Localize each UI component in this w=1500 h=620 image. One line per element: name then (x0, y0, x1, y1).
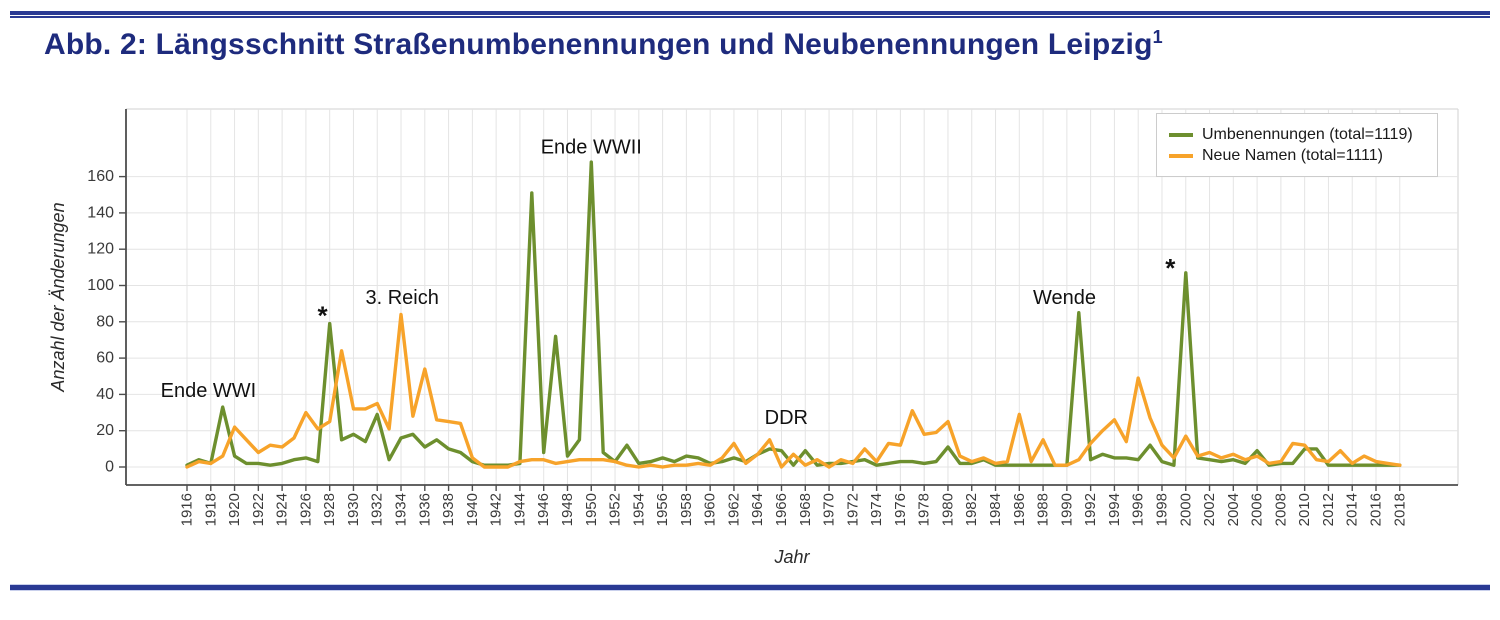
svg-text:1918: 1918 (202, 493, 219, 526)
legend-swatch-neue-namen (1169, 154, 1193, 158)
svg-text:1930: 1930 (345, 493, 362, 526)
x-tick-labels: 1916 1918 1920 1922 1924 1926 1928 1930 1932 1934… (179, 493, 1409, 526)
annotation-: * (1165, 253, 1176, 283)
svg-text:1982: 1982 (963, 493, 980, 526)
axes (125, 109, 1458, 486)
legend-label-neue-namen: Neue Namen (total=1111) (1202, 147, 1383, 164)
svg-text:1922: 1922 (250, 493, 267, 526)
svg-text:80: 80 (96, 313, 114, 330)
y-axis-ticks (119, 175, 126, 468)
svg-text:1916: 1916 (179, 493, 196, 526)
top-rule-thin-line (10, 16, 1490, 18)
svg-text:1920: 1920 (226, 493, 243, 526)
svg-text:2002: 2002 (1201, 493, 1218, 526)
legend-swatch-umbenennungen (1169, 133, 1193, 137)
svg-text:40: 40 (96, 386, 114, 403)
svg-text:1956: 1956 (654, 493, 671, 526)
svg-text:1986: 1986 (1011, 493, 1028, 526)
svg-text:1958: 1958 (678, 493, 695, 526)
svg-text:2000: 2000 (1177, 493, 1194, 526)
svg-text:2012: 2012 (1320, 493, 1337, 526)
svg-text:2008: 2008 (1272, 493, 1289, 526)
legend: Umbenennungen (total=1119) Neue Namen (t… (1156, 113, 1438, 177)
svg-text:2006: 2006 (1249, 493, 1266, 526)
svg-text:20: 20 (96, 422, 114, 439)
annotation-: * (317, 300, 328, 330)
svg-text:1950: 1950 (583, 493, 600, 526)
svg-text:1988: 1988 (1035, 493, 1052, 526)
top-rule (10, 11, 1490, 18)
svg-text:1978: 1978 (916, 493, 933, 526)
svg-text:2010: 2010 (1296, 493, 1313, 526)
x-axis-ticks (186, 485, 1401, 491)
svg-text:2004: 2004 (1225, 493, 1242, 526)
legend-item-neue-namen: Neue Namen (total=1111) (1169, 147, 1427, 165)
svg-text:1928: 1928 (321, 493, 338, 526)
legend-item-umbenennungen: Umbenennungen (total=1119) (1169, 126, 1427, 144)
svg-text:1944: 1944 (511, 493, 528, 526)
plot-frame (126, 108, 1459, 485)
annotation-3-reich: 3. Reich (366, 287, 439, 309)
svg-text:1938: 1938 (440, 493, 457, 526)
svg-text:1952: 1952 (607, 493, 624, 526)
svg-text:1998: 1998 (1154, 493, 1171, 526)
svg-text:1980: 1980 (940, 493, 957, 526)
svg-text:1984: 1984 (987, 493, 1004, 526)
svg-text:1976: 1976 (892, 493, 909, 526)
svg-text:100: 100 (87, 277, 114, 294)
svg-text:1964: 1964 (749, 493, 766, 526)
figure-title-superscript: 1 (1152, 27, 1163, 47)
svg-text:1996: 1996 (1130, 493, 1147, 526)
svg-text:140: 140 (87, 204, 114, 221)
svg-text:2016: 2016 (1368, 493, 1385, 526)
svg-text:2018: 2018 (1391, 493, 1408, 526)
svg-text:1974: 1974 (868, 493, 885, 526)
svg-text:160: 160 (87, 168, 114, 185)
svg-text:1962: 1962 (725, 493, 742, 526)
annotation-ende-wwii: Ende WWII (541, 137, 642, 159)
legend-label-umbenennungen: Umbenennungen (total=1119) (1202, 126, 1413, 143)
bottom-rule (10, 584, 1490, 591)
figure-title: Abb. 2: Längsschnitt Straßenumbenennunge… (44, 27, 1163, 62)
figure-title-text: Abb. 2: Längsschnitt Straßenumbenennunge… (44, 28, 1153, 61)
top-rule-thick-line (10, 11, 1490, 15)
svg-text:1970: 1970 (821, 493, 838, 526)
svg-text:1992: 1992 (1082, 493, 1099, 526)
svg-text:1940: 1940 (464, 493, 481, 526)
svg-text:1936: 1936 (416, 493, 433, 526)
svg-text:1926: 1926 (297, 493, 314, 526)
annotation-ende-wwi: Ende WWI (161, 380, 257, 402)
svg-text:0: 0 (105, 459, 114, 476)
svg-text:2014: 2014 (1344, 493, 1361, 526)
svg-text:120: 120 (87, 241, 114, 258)
svg-text:1968: 1968 (797, 493, 814, 526)
annotation-wende: Wende (1033, 287, 1096, 309)
bottom-rule-thick-line (10, 584, 1490, 591)
svg-text:1990: 1990 (1058, 493, 1075, 526)
svg-text:1932: 1932 (369, 493, 386, 526)
svg-text:1946: 1946 (535, 493, 552, 526)
x-axis-label: Jahr (773, 547, 810, 567)
svg-text:60: 60 (96, 350, 114, 367)
svg-text:1960: 1960 (702, 493, 719, 526)
y-tick-labels: 0 20 40 60 80 100 120 140 160 (87, 168, 114, 475)
svg-text:1994: 1994 (1106, 493, 1123, 526)
svg-text:1966: 1966 (773, 493, 790, 526)
svg-text:1954: 1954 (630, 493, 647, 526)
svg-text:1948: 1948 (559, 493, 576, 526)
y-axis-label: Anzahl der Änderungen (48, 202, 68, 392)
svg-text:1942: 1942 (488, 493, 505, 526)
svg-text:1934: 1934 (393, 493, 410, 526)
svg-text:1924: 1924 (274, 493, 291, 526)
series-line-umbenennungen (185, 160, 1402, 467)
series-line-neue-namen (185, 312, 1402, 469)
annotation-ddr: DDR (765, 407, 808, 429)
svg-text:1972: 1972 (844, 493, 861, 526)
annotations: Ende WWI * 3. Reich Ende WWII DDR Wende * (161, 137, 1177, 429)
